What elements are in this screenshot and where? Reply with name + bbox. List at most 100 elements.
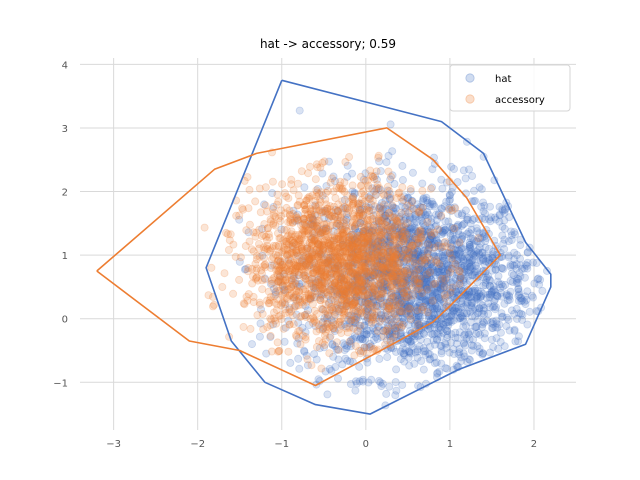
data-point	[355, 266, 364, 275]
data-point	[402, 254, 411, 263]
data-point	[397, 252, 406, 261]
data-point	[279, 324, 288, 333]
data-point	[377, 293, 386, 302]
data-point	[363, 314, 372, 323]
data-point	[336, 212, 345, 221]
data-point	[239, 322, 248, 331]
data-point	[495, 320, 504, 329]
data-point	[368, 184, 377, 193]
data-point	[314, 337, 323, 346]
data-point	[442, 343, 451, 352]
legend-label: hat	[495, 74, 511, 85]
data-point	[273, 338, 282, 347]
data-point	[236, 253, 245, 262]
data-point	[436, 262, 445, 271]
data-point	[495, 202, 504, 211]
data-point	[406, 316, 415, 325]
data-point	[460, 267, 469, 276]
data-point	[402, 235, 411, 244]
data-point	[447, 241, 456, 250]
data-point	[343, 172, 352, 181]
data-point	[392, 193, 401, 202]
data-point	[405, 267, 414, 276]
data-point	[446, 195, 455, 204]
data-point	[419, 344, 428, 353]
data-point	[492, 303, 501, 312]
data-point	[437, 265, 446, 274]
data-point	[479, 318, 488, 327]
data-point	[291, 279, 300, 288]
data-point	[444, 217, 453, 226]
data-point	[480, 215, 489, 224]
data-point	[514, 337, 523, 346]
data-point	[327, 281, 336, 290]
data-point	[314, 248, 323, 257]
data-point	[255, 332, 264, 341]
data-point	[418, 259, 427, 268]
data-point	[274, 197, 283, 206]
data-point	[505, 292, 514, 301]
data-point	[375, 217, 384, 226]
data-point	[343, 356, 352, 365]
data-point	[244, 228, 253, 237]
data-point	[377, 285, 386, 294]
data-point	[353, 285, 362, 294]
data-point	[241, 265, 250, 274]
data-point	[521, 292, 530, 301]
data-point	[506, 276, 515, 285]
x-tick-label: 2	[531, 439, 537, 450]
data-point	[329, 236, 338, 245]
data-point	[354, 231, 363, 240]
data-point	[330, 234, 339, 243]
data-point	[397, 229, 406, 238]
data-point	[432, 304, 441, 313]
data-point	[475, 289, 484, 298]
data-point	[330, 324, 339, 333]
data-point	[486, 276, 495, 285]
data-point	[433, 303, 442, 312]
data-point	[421, 210, 430, 219]
data-point	[429, 238, 438, 247]
data-point	[431, 222, 440, 231]
y-tick-label: 2	[62, 188, 68, 199]
data-point	[323, 390, 332, 399]
data-point	[451, 234, 460, 243]
data-point	[429, 297, 438, 306]
data-point	[413, 307, 422, 316]
data-point	[388, 217, 397, 226]
data-point	[413, 228, 422, 237]
y-tick-label: 3	[62, 124, 68, 135]
data-point	[356, 218, 365, 227]
data-point	[389, 207, 398, 216]
data-point	[399, 279, 408, 288]
data-point	[309, 231, 318, 240]
data-point	[458, 244, 467, 253]
data-point	[361, 169, 370, 178]
data-point	[467, 346, 476, 355]
data-point	[317, 364, 326, 373]
data-point	[343, 239, 352, 248]
data-point	[321, 226, 330, 235]
data-point	[440, 276, 449, 285]
data-point	[420, 227, 429, 236]
data-point	[320, 314, 329, 323]
data-point	[485, 348, 494, 357]
data-point	[288, 218, 297, 227]
data-point	[359, 249, 368, 258]
data-point	[247, 340, 256, 349]
data-point	[376, 308, 385, 317]
data-point	[361, 275, 370, 284]
data-point	[449, 245, 458, 254]
data-point	[438, 271, 447, 280]
data-point	[385, 326, 394, 335]
data-point	[470, 249, 479, 258]
data-point	[381, 212, 390, 221]
data-point	[506, 261, 515, 270]
data-point	[368, 251, 377, 260]
data-point	[458, 314, 467, 323]
data-point	[415, 342, 424, 351]
data-point	[316, 252, 325, 261]
data-point	[350, 290, 359, 299]
data-point	[383, 182, 392, 191]
data-point	[351, 315, 360, 324]
